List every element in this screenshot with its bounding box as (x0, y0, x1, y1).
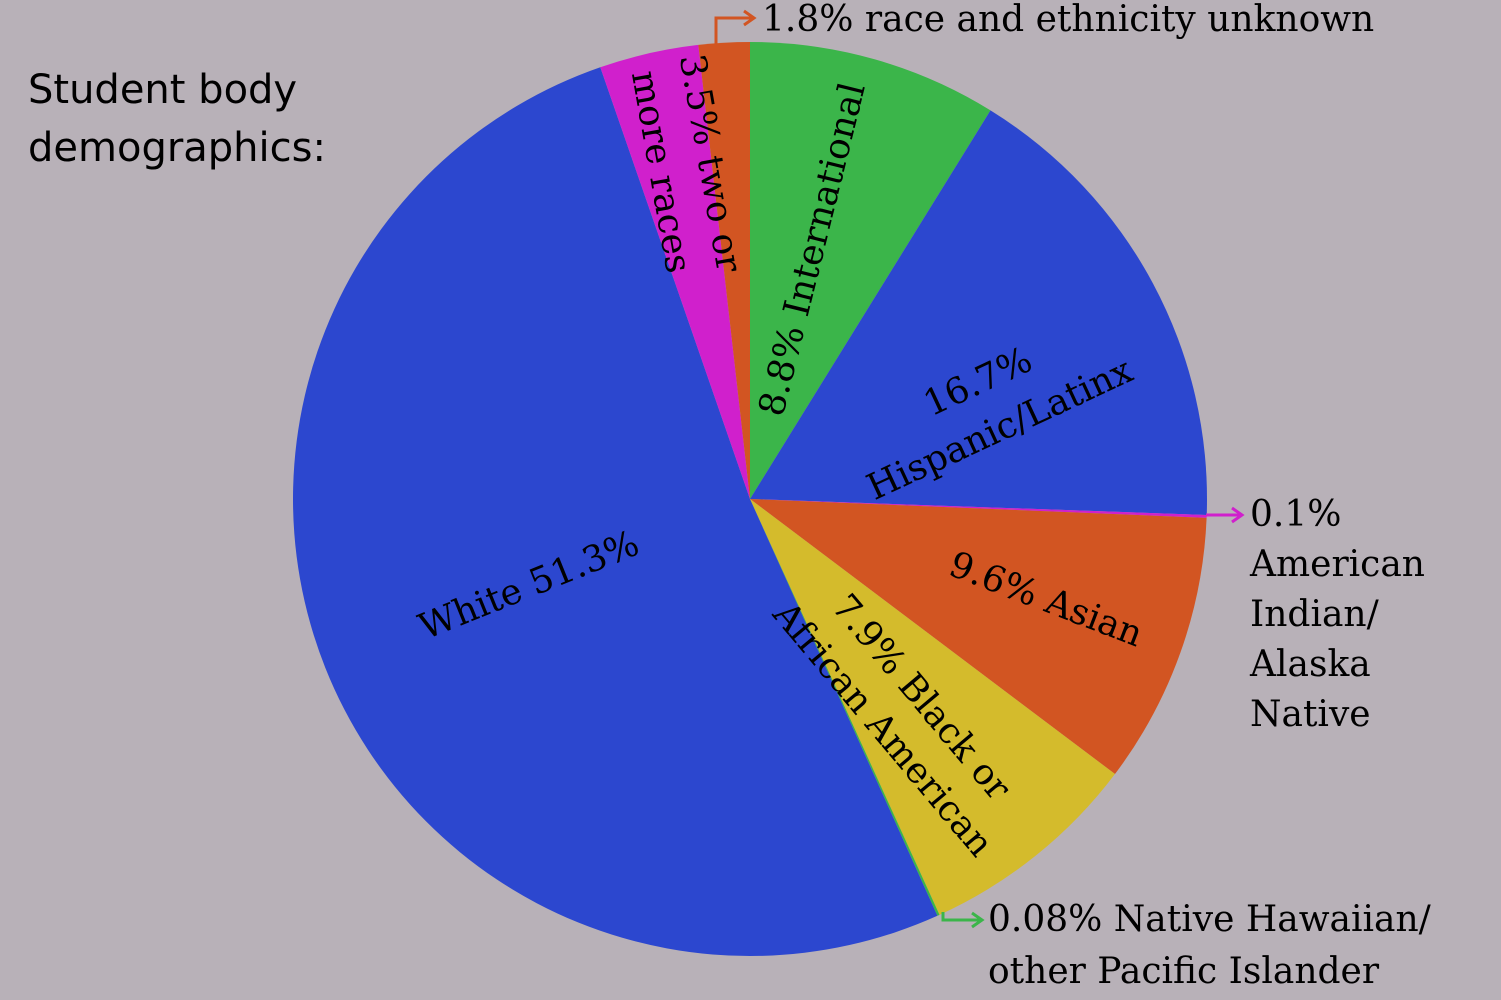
pie-slice (750, 499, 1115, 915)
slice-label: 0.1% American Indian/Alaska Native (1249, 494, 1425, 735)
leader-arrow-head (1231, 506, 1245, 524)
leader-arrow-head (743, 9, 757, 27)
slice-label-line: Indian/ (1250, 594, 1380, 635)
pie-slice (750, 42, 991, 499)
slice-label-line: American (1249, 544, 1425, 585)
leader-arrow-head (971, 911, 985, 929)
leaders (714, 9, 1245, 929)
slice-label-line: 0.1% (1250, 494, 1341, 535)
chart-title: Student body (28, 67, 297, 113)
slices (292, 42, 1207, 957)
pie-slice (750, 499, 940, 916)
pie-slice (600, 44, 750, 500)
pie-slice (292, 67, 938, 957)
slice-label-line: Alaska (1249, 644, 1371, 685)
pie-slice (750, 499, 1207, 518)
slice-label-line: 0.08% Native Hawaiian/ (988, 899, 1432, 940)
chart-title: demographics: (28, 125, 326, 171)
slice-label: 1.8% race and ethnicity unknown (762, 0, 1374, 40)
slice-label-line: Native (1250, 694, 1371, 735)
leader-arrow (714, 16, 752, 44)
leader-arrow (941, 912, 980, 922)
slice-label: 0.08% Native Hawaiian/other Pacific Isla… (988, 899, 1432, 992)
pie-slice (750, 499, 1207, 775)
pie-slice (698, 42, 750, 499)
slice-label-line: 1.8% race and ethnicity unknown (762, 0, 1374, 40)
pie-slice (750, 110, 1207, 515)
slice-label-line: other Pacific Islander (988, 951, 1380, 992)
